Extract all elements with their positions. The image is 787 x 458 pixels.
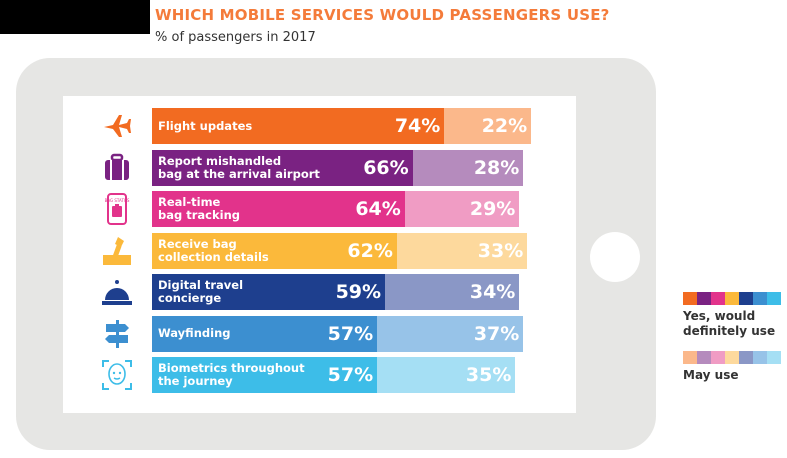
value-label-may: 22% [481,115,528,137]
value-label-may: 37% [473,322,520,345]
airplane-icon [101,110,133,142]
legend-swatch [711,292,725,305]
legend-swatch [739,351,753,364]
legend-definitely: Yes, would definitely use [683,292,783,339]
value-label-definitely: 62% [347,239,393,262]
bar-may-use [444,108,532,144]
legend-swatch [683,351,697,364]
category-label: Receive bag collection details [158,236,269,264]
legend-swatch [753,351,767,364]
chart-subtitle: % of passengers in 2017 [155,30,316,45]
suitcase-icon [101,152,133,184]
bar-may-use [404,191,520,227]
bar-may-use [377,315,524,352]
value-label-definitely: 66% [363,156,409,179]
legend-swatches-definitely [683,292,783,305]
legend-swatch [767,351,781,364]
bar-definitely-use [152,274,386,310]
value-label-definitely: 57% [327,364,374,386]
bag-collection-icon [101,235,133,267]
legend-swatch [767,292,781,305]
chart-row: Biometrics throughout the journey 57% 35% [63,357,576,393]
value-label-definitely: 59% [335,281,382,303]
face-scan-icon [101,359,133,391]
chart-row: BAG STATUS Real-time bag tracking 64% 29% [63,191,576,227]
category-label: Biometrics throughout the journey [158,361,305,388]
chart-row: Receive bag collection details 62% 33% [63,232,576,269]
signpost-icon [101,318,133,350]
legend-swatch [697,292,711,305]
bar-may-use [412,149,524,186]
bar-may-use [377,357,516,393]
chart-row: Wayfinding 57% 37% [63,315,576,352]
chart-title: WHICH MOBILE SERVICES WOULD PASSENGERS U… [155,6,610,24]
value-label-may: 33% [477,239,524,262]
legend-label-may: May use [683,368,739,382]
legend-swatch [753,292,767,305]
bar-definitely-use [152,191,405,227]
value-label-definitely: 74% [394,115,441,137]
legend-swatch [725,292,739,305]
category-label: Report mishandled bag at the arrival air… [158,153,320,181]
concierge-bell-icon [101,276,133,308]
bar-may-use [396,232,528,269]
svg-text:BAG STATUS: BAG STATUS [105,198,130,203]
value-label-definitely: 57% [327,322,374,345]
phone-home-button [590,232,640,282]
corner-block [0,0,150,34]
chart-row: Flight updates 74% 22% [63,108,576,144]
bar-definitely-use [152,232,397,269]
legend-swatch [697,351,711,364]
value-label-may: 35% [465,364,512,386]
category-label: Wayfinding [158,326,231,340]
legend-swatch [739,292,753,305]
phone-screen: Flight updates 74% 22% Report mishandled ba… [63,96,576,413]
legend-swatch [683,292,697,305]
legend-swatch [725,351,739,364]
legend-may: May use [683,351,783,383]
legend-swatches-may [683,351,783,364]
bar-definitely-use [152,149,413,186]
phone-tracking-icon: BAG STATUS [101,193,133,225]
bar-definitely-use [152,357,378,393]
value-label-may: 29% [469,198,516,220]
category-label: Real-time bag tracking [158,195,240,222]
legend-swatch [711,351,725,364]
value-label-may: 28% [473,156,520,179]
chart-row: Digital travel concierge 59% 34% [63,274,576,310]
value-label-definitely: 64% [355,198,401,220]
legend-label-definitely: Yes, would definitely use [683,309,776,338]
category-label: Digital travel concierge [158,278,244,305]
chart-row: Report mishandled bag at the arrival air… [63,149,576,186]
bar-definitely-use [152,108,445,144]
category-label: Flight updates [158,118,253,133]
bar-definitely-use [152,315,378,352]
value-label-may: 34% [469,281,516,303]
bar-may-use [385,274,520,310]
